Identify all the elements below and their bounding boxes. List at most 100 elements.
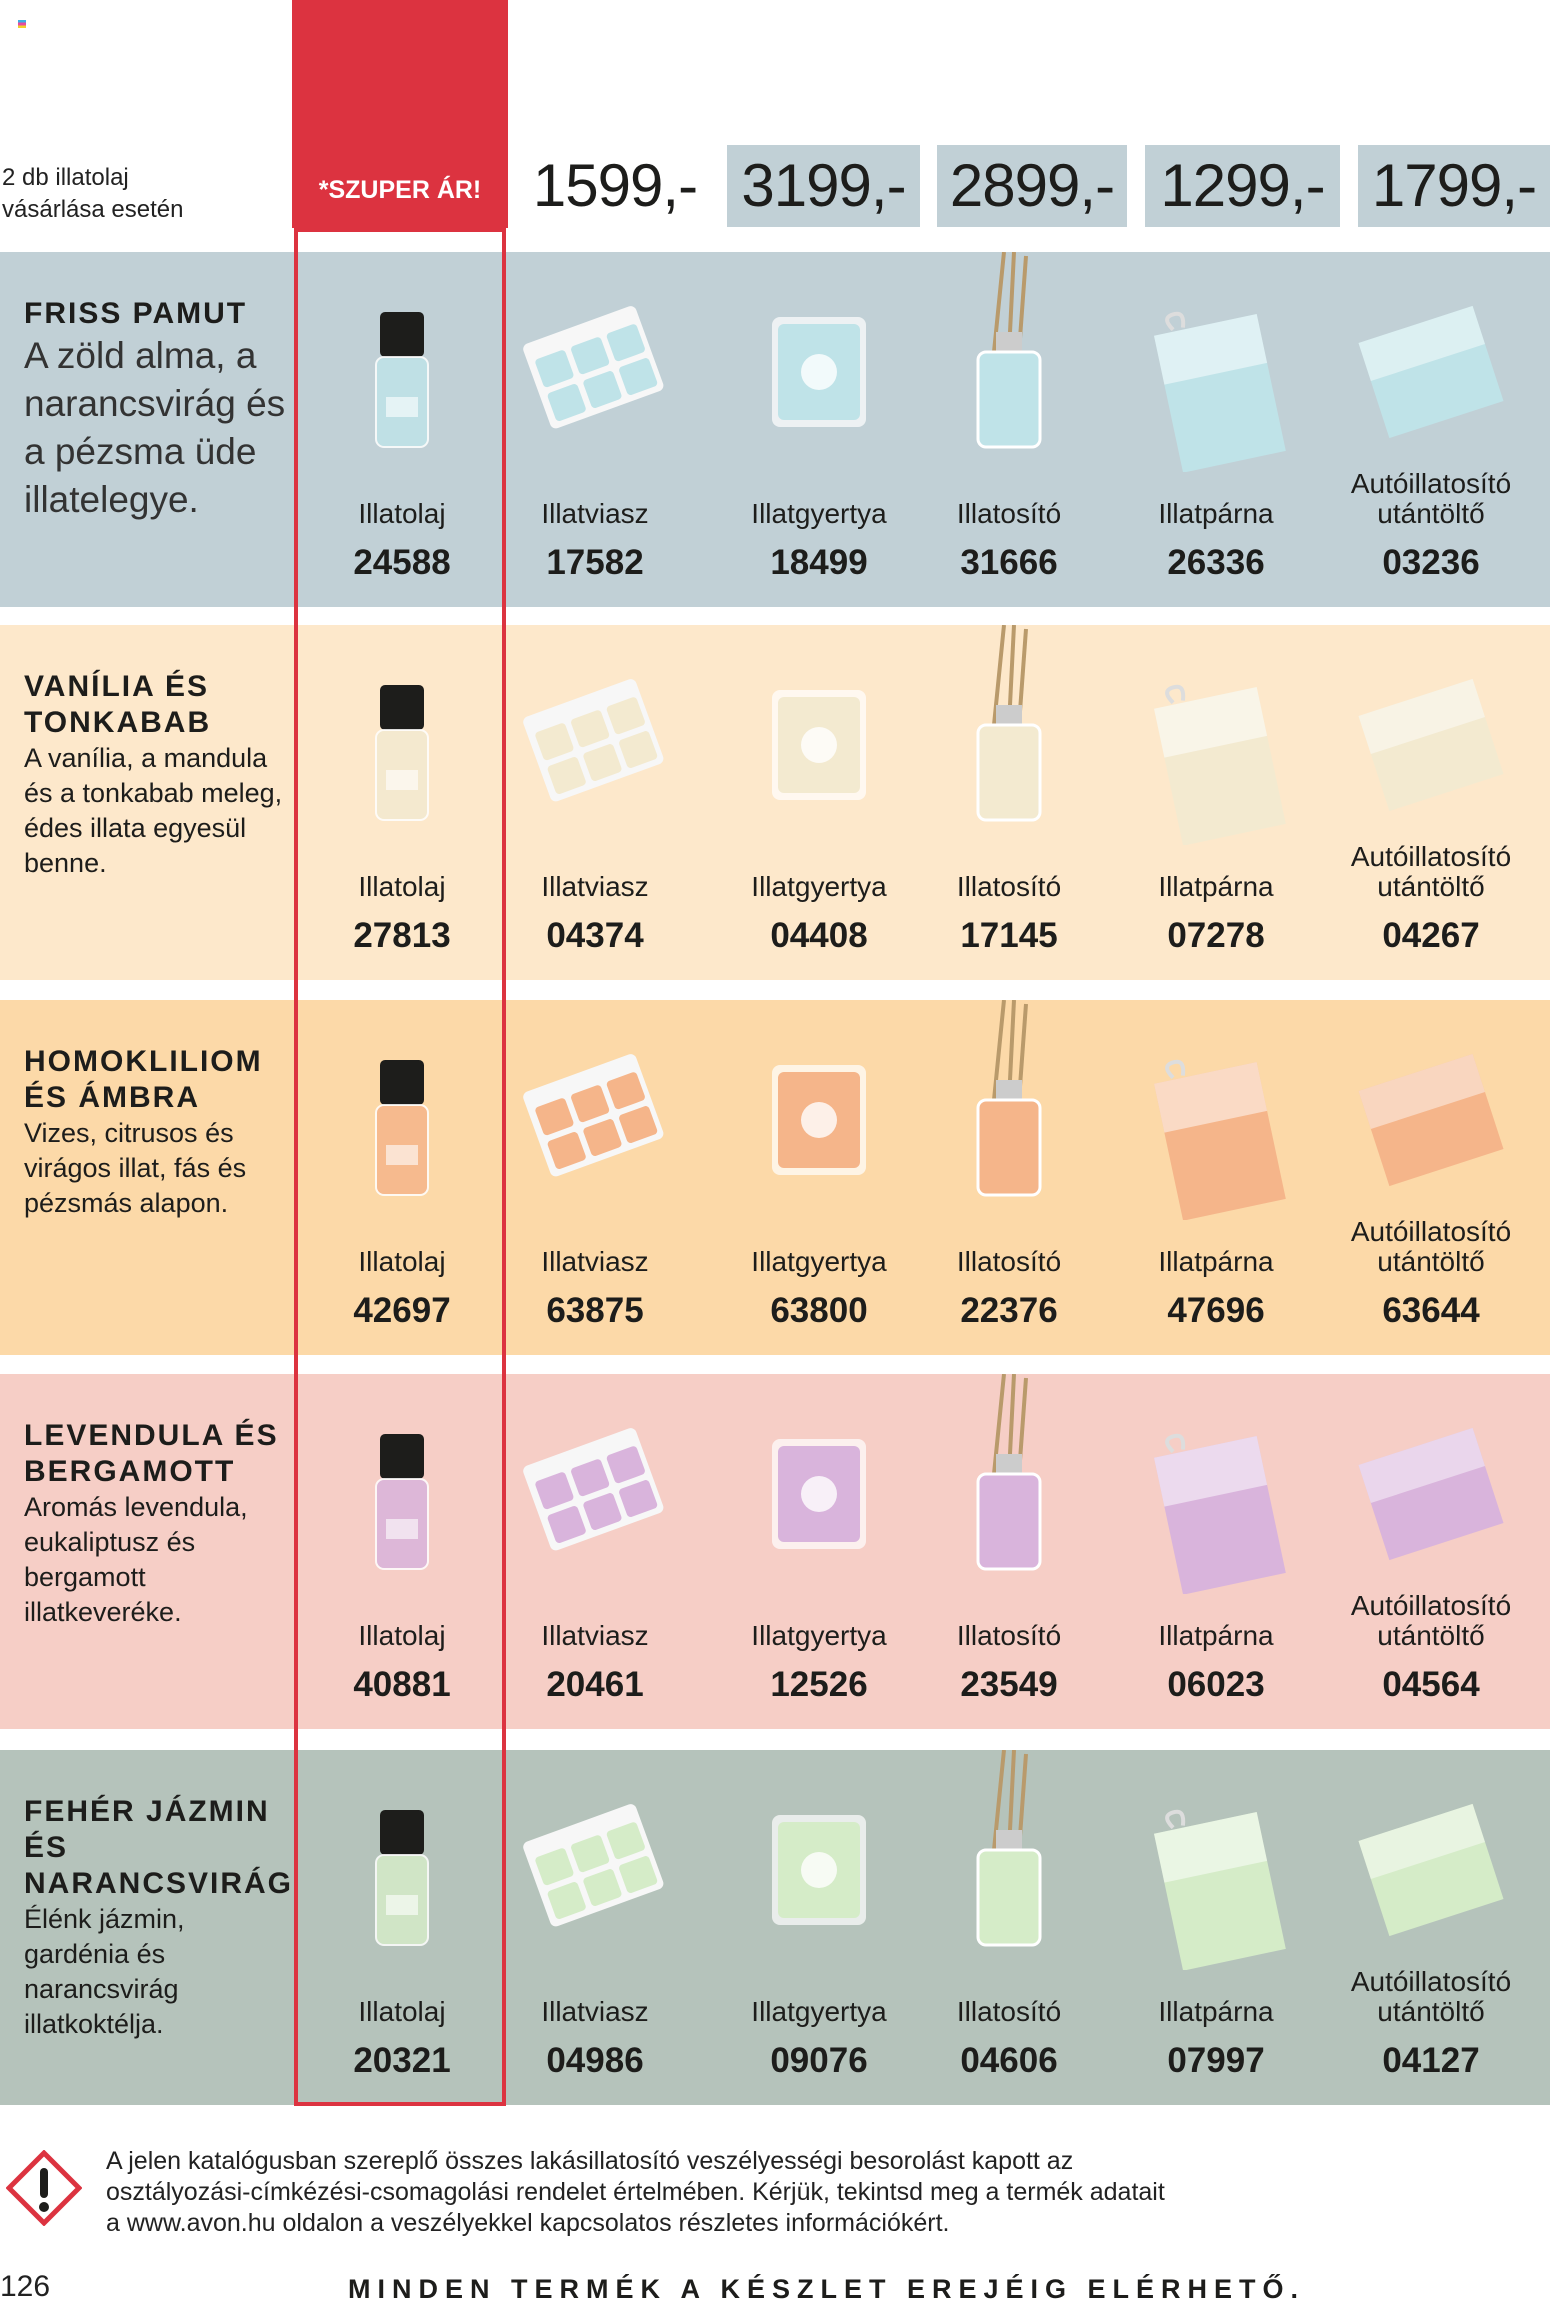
diffuser-image bbox=[964, 1373, 1054, 1579]
fragrance-row: FRISS PAMUT A zöld alma, a narancsvirág é… bbox=[0, 251, 1550, 607]
product-code: 63644 bbox=[1382, 1291, 1480, 1330]
product-type-label: Illatpárna bbox=[1158, 498, 1274, 529]
product-type-label: Illatosító bbox=[956, 1246, 1062, 1277]
product-diffuser[interactable]: Illatosító 04606 bbox=[909, 1749, 1109, 2105]
product-candle[interactable]: Illatgyertya 04408 bbox=[719, 625, 919, 980]
product-diffuser[interactable]: Illatosító 17145 bbox=[909, 624, 1109, 980]
product-oil-bottle[interactable]: Illatolaj 40881 bbox=[302, 1374, 502, 1729]
fragrance-name: VANÍLIA ÉS TONKABAB bbox=[24, 670, 212, 739]
product-candle[interactable]: Illatgyertya 18499 bbox=[719, 252, 919, 607]
product-code: 31666 bbox=[960, 543, 1058, 582]
car-refill-image bbox=[1351, 1800, 1511, 1945]
product-diffuser[interactable]: Illatosító 31666 bbox=[909, 251, 1109, 607]
product-car-refill[interactable]: Autóillatosító utántöltő 63644 bbox=[1331, 1000, 1531, 1355]
oil-bottle-image bbox=[372, 675, 432, 830]
product-code: 17145 bbox=[960, 916, 1058, 955]
price-autoillatosito: 1799,- bbox=[1358, 145, 1550, 227]
fragrance-row: VANÍLIA ÉS TONKABAB A vanília, a mandula … bbox=[0, 624, 1550, 980]
product-sachet[interactable]: Illatpárna 26336 bbox=[1116, 252, 1316, 607]
wax-melt-image bbox=[520, 1050, 670, 1195]
product-wax-melt[interactable]: Illatviasz 63875 bbox=[495, 1000, 695, 1355]
product-code: 04986 bbox=[546, 2041, 644, 2080]
product-wax-melt[interactable]: Illatviasz 17582 bbox=[495, 252, 695, 607]
product-type-label: Illatviasz bbox=[541, 1246, 649, 1277]
fragrance-title: VANÍLIA ÉS TONKABAB A vanília, a mandula … bbox=[24, 669, 286, 881]
product-sachet[interactable]: Illatpárna 07997 bbox=[1116, 1750, 1316, 2105]
product-car-refill[interactable]: Autóillatosító utántöltő 04564 bbox=[1331, 1374, 1531, 1729]
product-type-label: Illatviasz bbox=[541, 1996, 649, 2027]
fragrance-title: LEVENDULA ÉS BERGAMOTT Aromás levendula, … bbox=[24, 1418, 286, 1630]
product-diffuser[interactable]: Illatosító 23549 bbox=[909, 1373, 1109, 1729]
product-oil-bottle[interactable]: Illatolaj 27813 bbox=[302, 625, 502, 980]
oil-bottle-image bbox=[372, 302, 432, 457]
fragrance-description: Aromás levendula, eukaliptusz és bergamo… bbox=[24, 1492, 248, 1627]
product-code: 27813 bbox=[353, 916, 451, 955]
product-code: 07997 bbox=[1167, 2041, 1265, 2080]
sachet-image bbox=[1141, 302, 1291, 477]
product-candle[interactable]: Illatgyertya 12526 bbox=[719, 1374, 919, 1729]
product-type-label: Illatolaj bbox=[358, 1246, 446, 1277]
price-illatolaj: 1599,- bbox=[532, 152, 698, 219]
wax-melt-image bbox=[520, 675, 670, 820]
car-refill-image bbox=[1351, 675, 1511, 820]
product-candle[interactable]: Illatgyertya 63800 bbox=[719, 1000, 919, 1355]
product-code: 04267 bbox=[1382, 916, 1480, 955]
product-type-label: Autóillatosító utántöltő bbox=[1350, 1216, 1512, 1277]
product-wax-melt[interactable]: Illatviasz 04986 bbox=[495, 1750, 695, 2105]
car-refill-image bbox=[1351, 302, 1511, 447]
super-price-banner bbox=[292, 0, 508, 228]
product-wax-melt[interactable]: Illatviasz 04374 bbox=[495, 625, 695, 980]
product-type-label: Illatosító bbox=[956, 871, 1062, 902]
product-oil-bottle[interactable]: Illatolaj 42697 bbox=[302, 1000, 502, 1355]
product-candle[interactable]: Illatgyertya 09076 bbox=[719, 1750, 919, 2105]
product-code: 47696 bbox=[1167, 1291, 1265, 1330]
diffuser-image bbox=[964, 251, 1054, 457]
product-oil-bottle[interactable]: Illatolaj 24588 bbox=[302, 252, 502, 607]
price-illatosito: 1299,- bbox=[1145, 145, 1340, 227]
candle-image bbox=[764, 675, 874, 810]
product-type-label: Illatgyertya bbox=[751, 1620, 887, 1651]
product-code: 04564 bbox=[1382, 1665, 1480, 1704]
product-type-label: Illatviasz bbox=[541, 1620, 649, 1651]
product-type-label: Illatgyertya bbox=[751, 871, 887, 902]
fragrance-title: FEHÉR JÁZMIN ÉS NARANCSVIRÁG Élénk jázmin… bbox=[24, 1794, 294, 2042]
fragrance-row: HOMOKLILIOM ÉS ÁMBRA Vizes, citrusos és v… bbox=[0, 999, 1550, 1355]
wax-melt-image bbox=[520, 302, 670, 447]
fragrance-description: A vanília, a mandula és a tonkabab meleg… bbox=[24, 743, 283, 878]
product-code: 07278 bbox=[1167, 916, 1265, 955]
diffuser-image bbox=[964, 624, 1054, 830]
fragrance-name: FEHÉR JÁZMIN ÉS NARANCSVIRÁG bbox=[24, 1795, 294, 1900]
super-price-label: *SZUPER ÁR! bbox=[318, 176, 482, 204]
product-sachet[interactable]: Illatpárna 07278 bbox=[1116, 625, 1316, 980]
product-car-refill[interactable]: Autóillatosító utántöltő 03236 bbox=[1331, 252, 1531, 607]
product-sachet[interactable]: Illatpárna 06023 bbox=[1116, 1374, 1316, 1729]
product-code: 26336 bbox=[1167, 543, 1265, 582]
product-code: 04374 bbox=[546, 916, 644, 955]
product-diffuser[interactable]: Illatosító 22376 bbox=[909, 999, 1109, 1355]
product-oil-bottle[interactable]: Illatolaj 20321 bbox=[302, 1750, 502, 2105]
product-type-label: Illatolaj bbox=[358, 871, 446, 902]
product-wax-melt[interactable]: Illatviasz 20461 bbox=[495, 1374, 695, 1729]
fragrance-title: HOMOKLILIOM ÉS ÁMBRA Vizes, citrusos és v… bbox=[24, 1044, 286, 1221]
fragrance-row: FEHÉR JÁZMIN ÉS NARANCSVIRÁG Élénk jázmin… bbox=[0, 1749, 1550, 2105]
car-refill-image bbox=[1351, 1050, 1511, 1195]
product-type-label: Illatpárna bbox=[1158, 1246, 1274, 1277]
candle-image bbox=[764, 302, 874, 437]
product-code: 63875 bbox=[546, 1291, 644, 1330]
product-code: 22376 bbox=[960, 1291, 1058, 1330]
candle-image bbox=[764, 1800, 874, 1935]
product-car-refill[interactable]: Autóillatosító utántöltő 04127 bbox=[1331, 1750, 1531, 2105]
sachet-image bbox=[1141, 1050, 1291, 1225]
product-code: 17582 bbox=[546, 543, 644, 582]
fragrance-title: FRISS PAMUT A zöld alma, a narancsvirág é… bbox=[24, 296, 286, 524]
product-type-label: Illatolaj bbox=[358, 1620, 446, 1651]
sachet-image bbox=[1141, 1800, 1291, 1975]
product-type-label: Illatpárna bbox=[1158, 871, 1274, 902]
product-sachet[interactable]: Illatpárna 47696 bbox=[1116, 1000, 1316, 1355]
product-type-label: Illatgyertya bbox=[751, 1996, 887, 2027]
page-number: 126 bbox=[0, 2270, 51, 2303]
product-code: 20461 bbox=[546, 1665, 644, 1704]
product-car-refill[interactable]: Autóillatosító utántöltő 04267 bbox=[1331, 625, 1531, 980]
product-type-label: Illatosító bbox=[956, 1996, 1062, 2027]
product-code: 04606 bbox=[960, 2041, 1058, 2080]
